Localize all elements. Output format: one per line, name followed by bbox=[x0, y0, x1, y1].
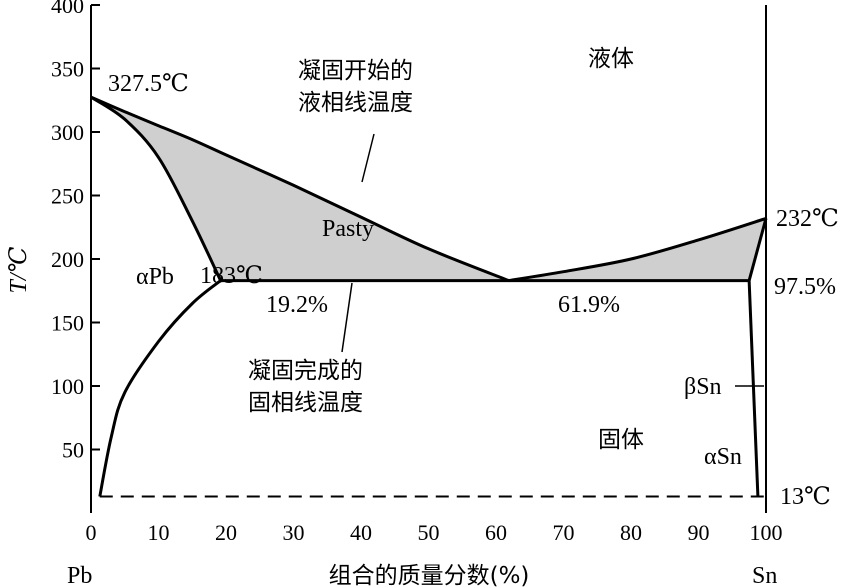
liquidus-callout-line2: 液相线温度 bbox=[298, 90, 413, 116]
solidus-callout-line2: 固相线温度 bbox=[248, 390, 363, 416]
solidus-callout-line1: 凝固完成的 bbox=[248, 358, 363, 384]
x-tick-label: 20 bbox=[215, 520, 237, 545]
x-tick-label: 100 bbox=[750, 520, 783, 545]
x-tick-label: 10 bbox=[148, 520, 170, 545]
solvus-curve-right bbox=[747, 280, 760, 497]
annotation-eutectic-left-comp: 19.2% bbox=[266, 292, 328, 318]
region-label-alpha-sn: αSn bbox=[704, 444, 742, 470]
annotation-eutectic-temp: 183℃ bbox=[200, 263, 263, 289]
x-tick-label: 90 bbox=[688, 520, 710, 545]
x-tick-label: 30 bbox=[283, 520, 305, 545]
region-label-beta-sn: βSn bbox=[684, 374, 722, 400]
liquidus-leader-line bbox=[361, 133, 375, 183]
y-tick-label: 300 bbox=[51, 120, 84, 145]
solidus-curve-left bbox=[90, 95, 222, 282]
y-axis-label: T/℃ bbox=[6, 246, 32, 293]
annotation-allotropic-temp: 13℃ bbox=[780, 484, 831, 510]
x-axis-label: 组合的质量分数(%) bbox=[329, 563, 530, 588]
y-tick-label: 350 bbox=[51, 57, 84, 82]
y-tick-label: 50 bbox=[62, 438, 84, 463]
annotation-sn-melting: 232℃ bbox=[776, 206, 839, 232]
region-label-solid: 固体 bbox=[598, 427, 644, 453]
x-tick-label: 80 bbox=[620, 520, 642, 545]
x-tick-label: 60 bbox=[485, 520, 507, 545]
y-tick-label: 400 bbox=[51, 0, 84, 18]
x-end-label-pb: Pb bbox=[67, 563, 92, 588]
y-tick-label: 150 bbox=[51, 311, 84, 336]
x-tick-label: 0 bbox=[86, 520, 97, 545]
liquidus-curve-left bbox=[90, 95, 510, 282]
x-tick-label: 70 bbox=[553, 520, 575, 545]
phase-curves bbox=[90, 95, 768, 498]
region-label-pasty: Pasty bbox=[322, 216, 374, 242]
solidus-curve-right bbox=[747, 217, 768, 281]
x-end-label-sn: Sn bbox=[752, 563, 777, 588]
x-tick-label: 50 bbox=[418, 520, 440, 545]
x-tick-label: 40 bbox=[350, 520, 372, 545]
region-label-alpha-pb: αPb bbox=[136, 264, 174, 290]
solvus-curve-left bbox=[98, 279, 222, 497]
y-tick-label: 200 bbox=[51, 247, 84, 272]
liquidus-callout-line1: 凝固开始的 bbox=[298, 58, 413, 84]
tick-marks bbox=[91, 4, 100, 451]
region-label-liquid: 液体 bbox=[588, 46, 634, 72]
annotation-liquidus-pb-melting: 327.5℃ bbox=[108, 71, 189, 97]
y-tick-label: 100 bbox=[51, 374, 84, 399]
annotation-eutectic-right-comp: 97.5% bbox=[774, 274, 836, 300]
y-tick-label: 250 bbox=[51, 184, 84, 209]
tick-labels: 50 100 150 200 250 300 350 400 0 10 20 30 40 50 60 70 80… bbox=[51, 0, 783, 545]
annotation-eutectic-comp: 61.9% bbox=[558, 292, 620, 318]
pasty-region bbox=[91, 97, 766, 281]
solidus-leader-line bbox=[341, 282, 353, 353]
liquidus-curve-right bbox=[508, 216, 767, 283]
